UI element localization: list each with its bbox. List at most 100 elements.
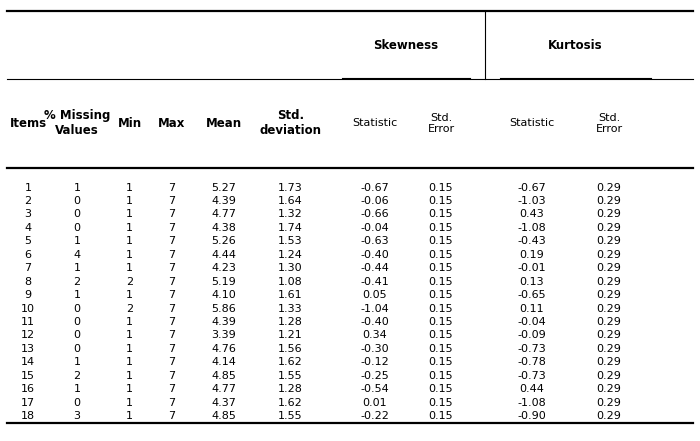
Text: 0.05: 0.05 [362, 290, 387, 300]
Text: -0.40: -0.40 [360, 250, 389, 260]
Text: -0.54: -0.54 [360, 384, 389, 394]
Text: 4.38: 4.38 [211, 223, 237, 233]
Text: 0.29: 0.29 [596, 330, 622, 340]
Text: 5.86: 5.86 [211, 303, 237, 314]
Text: 15: 15 [21, 371, 35, 381]
Text: 7: 7 [168, 236, 175, 247]
Text: 0.29: 0.29 [596, 317, 622, 327]
Text: -0.66: -0.66 [360, 209, 388, 220]
Text: 0: 0 [74, 330, 80, 340]
Text: 1: 1 [126, 371, 133, 381]
Text: 0: 0 [74, 344, 80, 354]
Text: 4.10: 4.10 [211, 290, 237, 300]
Text: 0.15: 0.15 [428, 411, 454, 421]
Text: 13: 13 [21, 344, 35, 354]
Text: 0.15: 0.15 [428, 330, 454, 340]
Text: 0.29: 0.29 [596, 371, 622, 381]
Text: Max: Max [158, 117, 186, 130]
Text: 1.74: 1.74 [278, 223, 303, 233]
Text: 7: 7 [168, 371, 175, 381]
Text: 5.26: 5.26 [211, 236, 237, 247]
Text: 1.55: 1.55 [278, 371, 303, 381]
Text: 1: 1 [74, 357, 80, 367]
Text: 1: 1 [126, 357, 133, 367]
Text: 1.28: 1.28 [278, 384, 303, 394]
Text: -0.43: -0.43 [517, 236, 547, 247]
Text: 7: 7 [168, 290, 175, 300]
Text: -0.73: -0.73 [517, 344, 547, 354]
Text: 1: 1 [25, 183, 32, 193]
Text: 1.62: 1.62 [278, 398, 303, 408]
Text: 0.15: 0.15 [428, 196, 454, 206]
Text: 1.53: 1.53 [278, 236, 303, 247]
Text: 1.24: 1.24 [278, 250, 303, 260]
Text: 1.64: 1.64 [278, 196, 303, 206]
Text: Skewness: Skewness [373, 39, 439, 52]
Text: 0: 0 [74, 223, 80, 233]
Text: 0.11: 0.11 [519, 303, 545, 314]
Text: 1.61: 1.61 [278, 290, 303, 300]
Text: 0.29: 0.29 [596, 209, 622, 220]
Text: 1.21: 1.21 [278, 330, 303, 340]
Text: 1: 1 [126, 250, 133, 260]
Text: 0: 0 [74, 196, 80, 206]
Text: 1: 1 [126, 344, 133, 354]
Text: 0.15: 0.15 [428, 317, 454, 327]
Text: 0.15: 0.15 [428, 223, 454, 233]
Text: 0.29: 0.29 [596, 277, 622, 287]
Text: 1.56: 1.56 [278, 344, 303, 354]
Text: 1: 1 [74, 290, 80, 300]
Text: 0.29: 0.29 [596, 384, 622, 394]
Text: -0.40: -0.40 [360, 317, 389, 327]
Text: 0.15: 0.15 [428, 236, 454, 247]
Text: 3: 3 [74, 411, 80, 421]
Text: 0.15: 0.15 [428, 398, 454, 408]
Text: 0.15: 0.15 [428, 384, 454, 394]
Text: 0.15: 0.15 [428, 277, 454, 287]
Text: 3.39: 3.39 [211, 330, 237, 340]
Text: 0.15: 0.15 [428, 357, 454, 367]
Text: 4: 4 [74, 250, 80, 260]
Text: 0.15: 0.15 [428, 250, 454, 260]
Text: 1: 1 [74, 236, 80, 247]
Text: 16: 16 [21, 384, 35, 394]
Text: -0.41: -0.41 [360, 277, 389, 287]
Text: 7: 7 [168, 263, 175, 273]
Text: 0.15: 0.15 [428, 290, 454, 300]
Text: 0.29: 0.29 [596, 398, 622, 408]
Text: 2: 2 [126, 303, 133, 314]
Text: 1: 1 [126, 317, 133, 327]
Text: 0.44: 0.44 [519, 384, 545, 394]
Text: 1: 1 [126, 330, 133, 340]
Text: 1: 1 [126, 236, 133, 247]
Text: 7: 7 [168, 277, 175, 287]
Text: 7: 7 [168, 330, 175, 340]
Text: 17: 17 [21, 398, 35, 408]
Text: 0.29: 0.29 [596, 290, 622, 300]
Text: -1.08: -1.08 [517, 223, 547, 233]
Text: 1: 1 [126, 209, 133, 220]
Text: 8: 8 [25, 277, 32, 287]
Text: 1.73: 1.73 [278, 183, 303, 193]
Text: 0: 0 [74, 209, 80, 220]
Text: -0.44: -0.44 [360, 263, 389, 273]
Text: 5: 5 [25, 236, 32, 247]
Text: 1: 1 [126, 290, 133, 300]
Text: 1: 1 [126, 411, 133, 421]
Text: 0.29: 0.29 [596, 344, 622, 354]
Text: 0.15: 0.15 [428, 183, 454, 193]
Text: -0.67: -0.67 [517, 183, 547, 193]
Text: -0.04: -0.04 [360, 223, 389, 233]
Text: Items: Items [9, 117, 47, 130]
Text: 4.23: 4.23 [211, 263, 237, 273]
Text: -0.01: -0.01 [518, 263, 546, 273]
Text: 0.15: 0.15 [428, 344, 454, 354]
Text: 7: 7 [168, 303, 175, 314]
Text: 14: 14 [21, 357, 35, 367]
Text: -0.25: -0.25 [360, 371, 389, 381]
Text: -0.63: -0.63 [360, 236, 388, 247]
Text: 1.08: 1.08 [278, 277, 303, 287]
Text: 11: 11 [21, 317, 35, 327]
Text: 7: 7 [168, 384, 175, 394]
Text: 0.15: 0.15 [428, 303, 454, 314]
